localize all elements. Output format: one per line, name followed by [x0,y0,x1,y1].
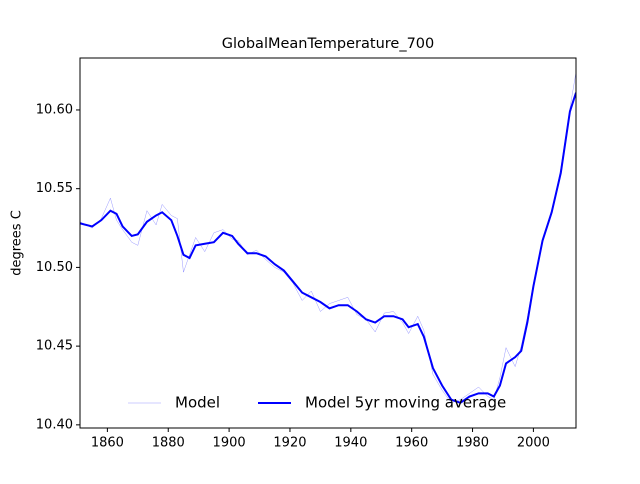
x-tick-label: 1940 [334,436,367,451]
y-axis-label: degrees C [10,210,25,276]
x-tick-label: 1880 [152,436,185,451]
series-line [80,72,576,404]
x-tick-label: 1980 [456,436,489,451]
plot-frame [79,57,577,429]
x-tick-label: 2000 [517,436,550,451]
x-tick-label: 1920 [273,436,306,451]
y-tick-label: 10.40 [36,417,73,432]
y-tick-label: 10.60 [36,102,73,117]
legend-label: Model 5yr moving average [305,394,506,412]
series-line [80,92,576,404]
x-tick-label: 1900 [213,436,246,451]
y-tick-label: 10.45 [36,339,73,354]
x-tick-label: 1960 [395,436,428,451]
x-tick-label: 1860 [91,436,124,451]
y-tick-label: 10.55 [36,181,73,196]
chart-title: GlobalMeanTemperature_700 [222,36,435,52]
y-tick-label: 10.50 [36,260,73,275]
legend-label: Model [175,394,220,412]
